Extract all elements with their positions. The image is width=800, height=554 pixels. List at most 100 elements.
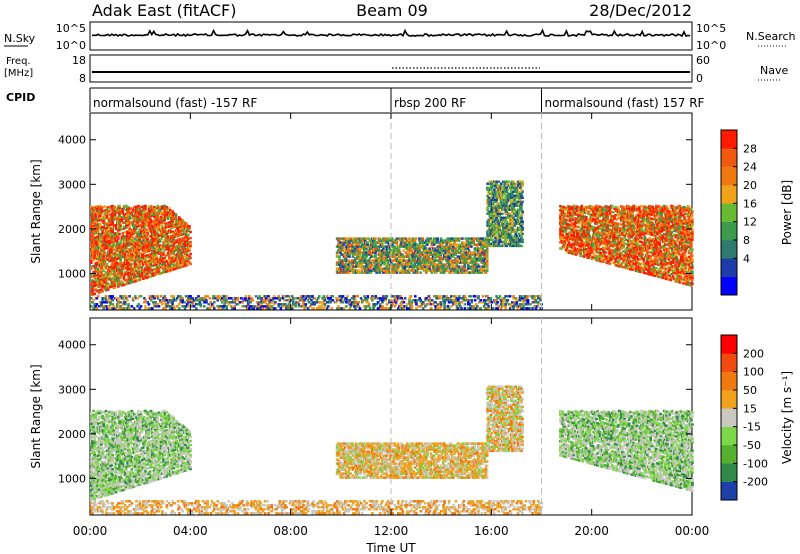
echo-cell — [589, 221, 593, 224]
echo-cell — [516, 196, 520, 199]
echo-cell — [368, 249, 372, 252]
echo-cell — [562, 216, 565, 219]
echo-cell — [496, 212, 500, 215]
echo-cell — [510, 208, 513, 211]
echo-cell — [123, 253, 127, 256]
echo-cell — [373, 259, 376, 262]
echo-cell — [418, 247, 421, 250]
echo-cell — [445, 259, 448, 262]
echo-cell — [95, 221, 99, 225]
echo-cell — [103, 251, 107, 254]
echo-cell — [428, 267, 431, 270]
echo-cell — [395, 243, 399, 246]
echo-cell — [519, 186, 522, 189]
echo-cell — [144, 204, 147, 208]
echo-cell — [360, 261, 364, 264]
echo-cell — [443, 265, 446, 268]
echo-cell — [609, 210, 613, 213]
echo-cell — [152, 274, 155, 277]
echo-cell — [504, 232, 507, 236]
echo-cell — [568, 241, 571, 244]
echo-cell — [454, 269, 457, 272]
echo-cell — [410, 269, 413, 272]
echo-cell — [136, 259, 139, 262]
echo-cell — [394, 247, 398, 250]
echo-cell — [417, 261, 420, 264]
echo-cell — [134, 215, 137, 219]
echo-cell — [408, 261, 411, 264]
echo-cell — [185, 239, 189, 243]
echo-cell — [505, 206, 509, 209]
echo-cell — [145, 266, 148, 269]
echo-cell — [170, 234, 173, 238]
echo-cell — [176, 250, 180, 254]
echo-cell — [588, 206, 591, 210]
echo-cell — [99, 232, 102, 236]
echo-cell — [600, 234, 604, 237]
echo-cell — [436, 239, 439, 242]
echo-cell — [397, 247, 401, 250]
echo-cell — [173, 245, 177, 249]
echo-cell — [136, 265, 139, 268]
echo-cell — [447, 245, 451, 248]
echo-cell — [373, 267, 376, 270]
echo-cell — [405, 259, 409, 262]
echo-cell — [99, 224, 102, 228]
echo-cell — [498, 230, 502, 234]
echo-cell — [141, 277, 145, 280]
echo-cell — [136, 219, 139, 222]
echo-cell — [611, 219, 614, 222]
echo-cell — [134, 268, 137, 271]
echo-cell — [344, 261, 348, 264]
echo-cell — [175, 224, 179, 228]
echo-cell — [114, 223, 118, 227]
echo-cell — [440, 259, 444, 262]
echo-cell — [182, 254, 186, 258]
echo-cell — [352, 253, 356, 256]
echo-cell — [572, 244, 576, 248]
echo-cell — [145, 248, 148, 251]
echo-cell — [512, 216, 515, 219]
echo-cell — [158, 210, 162, 213]
echo-cell — [141, 219, 145, 222]
echo-cell — [135, 231, 138, 234]
echo-cell — [340, 263, 343, 266]
echo-cell — [138, 264, 142, 267]
nsky-strip: N.Sky 10^5 10^0 10^5 10^0 N.Search — [4, 21, 796, 52]
echo-cell — [562, 205, 565, 209]
echo-cell — [497, 242, 501, 246]
echo-cell — [134, 213, 137, 217]
echo-cell — [103, 217, 107, 220]
echo-cell — [405, 253, 409, 256]
echo-cell — [131, 222, 135, 225]
echo-cell — [490, 222, 494, 225]
echo-cell — [360, 247, 364, 250]
echo-cell — [344, 245, 348, 248]
echo-cell — [521, 212, 524, 215]
echo-cell — [132, 270, 136, 273]
echo-cell — [135, 207, 138, 210]
echo-cell — [343, 247, 347, 250]
cpid-segment-label: rbsp 200 RF — [394, 96, 466, 110]
echo-cell — [126, 270, 129, 273]
echo-cell — [108, 209, 111, 213]
echo-cell — [96, 247, 100, 250]
echo-cell — [135, 269, 138, 273]
echo-cell — [423, 261, 427, 264]
echo-cell — [166, 267, 170, 271]
echo-cell — [439, 271, 443, 274]
echo-cell — [108, 225, 111, 229]
echo-cell — [358, 253, 361, 256]
echo-cell — [595, 232, 598, 236]
echo-cell — [481, 239, 484, 242]
echo-cell — [458, 243, 462, 246]
echo-cell — [95, 255, 99, 259]
echo-cell — [486, 206, 489, 209]
echo-cell — [129, 249, 133, 252]
echo-cell — [588, 229, 591, 232]
echo-cell — [506, 198, 510, 201]
echo-cell — [520, 218, 523, 221]
echo-cell — [516, 242, 520, 246]
echo-cell — [178, 248, 181, 251]
echo-cell — [189, 240, 192, 244]
